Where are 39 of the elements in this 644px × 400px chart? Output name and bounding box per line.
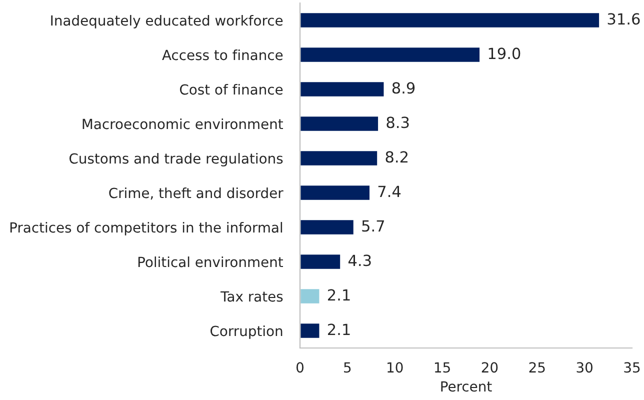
y-tick-label: Practices of competitors in the informal <box>10 222 282 236</box>
bar <box>300 322 321 340</box>
data-label: 8.3 <box>386 116 409 128</box>
x-tick-label: 15 <box>434 362 450 373</box>
y-tick-label: Crime, theft and disorder <box>109 187 284 200</box>
x-tick-label: 35 <box>624 362 640 373</box>
x-tick-label: 20 <box>482 362 498 373</box>
data-label: 7.4 <box>378 186 401 197</box>
x-tick-label: 30 <box>576 362 592 373</box>
y-tick-label: Political environment <box>138 256 283 268</box>
data-label: 8.2 <box>386 151 408 163</box>
x-tick-label: 5 <box>344 362 351 373</box>
bar <box>300 46 481 64</box>
data-label: 4.3 <box>348 254 371 266</box>
data-label: 19.0 <box>488 48 520 60</box>
y-tick-label: Corruption <box>210 325 282 339</box>
bar <box>300 253 342 270</box>
x-tick-label: 10 <box>388 362 403 373</box>
x-axis-title: Percent <box>441 381 492 392</box>
bar <box>300 184 371 202</box>
data-label: 8.9 <box>392 82 415 94</box>
bar <box>300 115 380 132</box>
bar <box>300 288 321 305</box>
x-tick-label: 0 <box>296 362 304 373</box>
y-tick-label: Tax rates <box>220 291 283 302</box>
data-label: 31.6 <box>608 13 640 25</box>
x-tick-label: 25 <box>529 362 545 373</box>
bar <box>300 218 355 236</box>
y-tick-label: Inadequately educated workforce <box>51 14 283 28</box>
y-tick-label: Access to finance <box>162 49 283 60</box>
bar <box>300 150 378 167</box>
y-tick-label: Cost of finance <box>180 84 283 95</box>
bar <box>300 80 386 98</box>
bar <box>300 12 600 29</box>
data-label: 2.1 <box>328 324 350 335</box>
y-tick-label: Customs and trade regulations <box>69 152 283 166</box>
data-label: 2.1 <box>328 289 350 300</box>
data-label: 5.7 <box>362 220 384 232</box>
y-tick-label: Macroeconomic environment <box>82 118 283 130</box>
